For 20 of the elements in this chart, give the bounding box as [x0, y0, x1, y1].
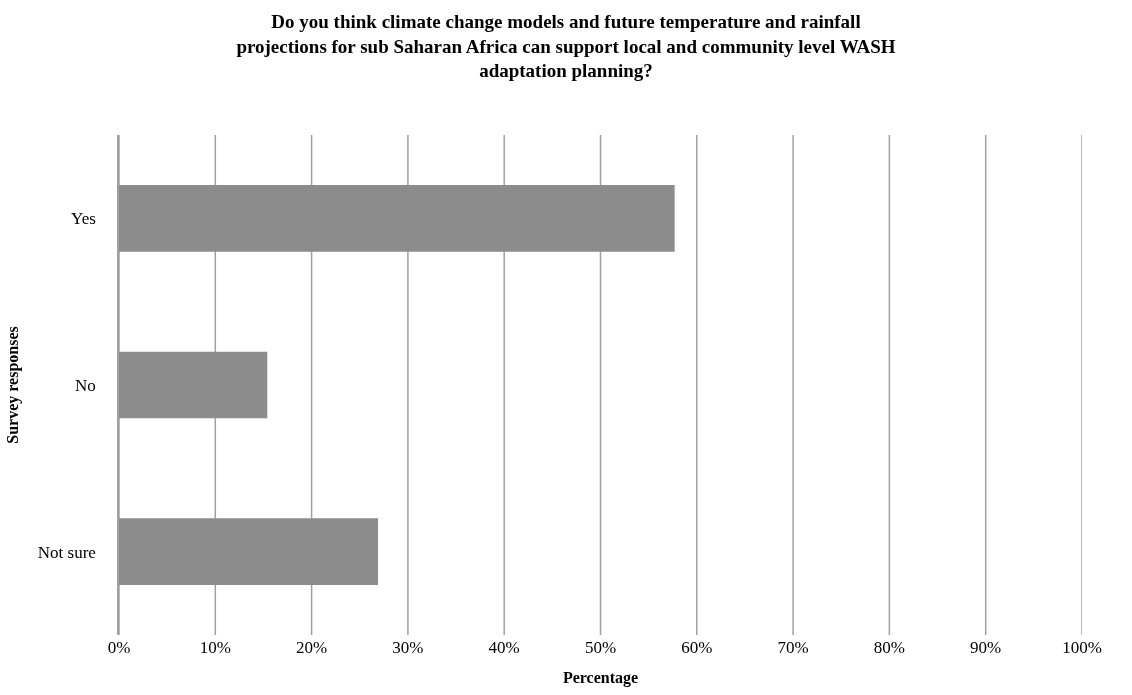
y-tick-label: Yes: [71, 209, 96, 229]
bar: [119, 185, 675, 252]
bar: [119, 351, 268, 419]
x-tick-label: 60%: [681, 638, 713, 657]
x-tick-label: 40%: [488, 638, 520, 657]
x-tick-label: 50%: [584, 638, 617, 657]
y-tick-label: No: [75, 375, 96, 395]
y-axis-title: Survey responses: [4, 326, 23, 444]
x-tick-label: 100%: [1062, 638, 1102, 657]
chart-title: Do you think climate change models and future temperature and rainfall projections for sub Saharan Africa can support local and community level WASH adaptation planning?: [236, 10, 896, 82]
x-tick-label: 90%: [970, 638, 1002, 657]
x-axis-title: Percentage: [562, 668, 639, 687]
bar: [119, 518, 379, 585]
y-tick-label: Not sure: [37, 542, 96, 562]
x-tick-label: 20%: [296, 638, 328, 657]
x-tick-label: 70%: [777, 638, 809, 657]
x-tick-label: 0%: [107, 638, 131, 657]
x-tick-label: 10%: [199, 638, 231, 657]
x-tick-label: 30%: [392, 638, 424, 657]
x-tick-label: 80%: [873, 638, 905, 657]
